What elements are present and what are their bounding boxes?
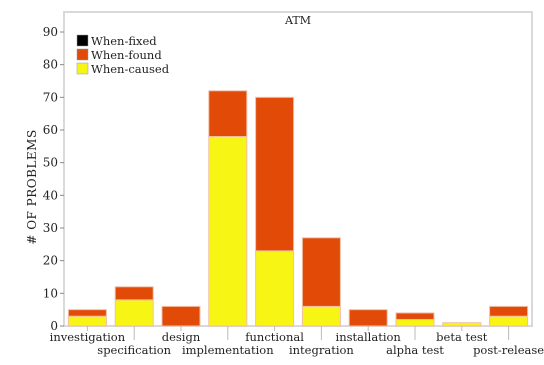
x-tick-label: specification: [97, 343, 171, 357]
bar-segment-when-found: [395, 312, 435, 320]
y-axis-ticks: 0 10 20 30 40 50 60 70 80 90: [43, 25, 64, 333]
y-axis-label: # OF PROBLEMS: [25, 129, 39, 244]
x-tick-label: investigation: [50, 330, 126, 344]
y-tick-label: 90: [43, 25, 58, 39]
legend-swatch: [76, 34, 89, 47]
bar-segment-when-caused: [114, 299, 154, 327]
bar-segment-when-caused: [255, 250, 295, 327]
x-tick-label: beta test: [436, 330, 488, 344]
chart-title: ATM: [284, 14, 311, 27]
bar-segment-when-found: [161, 305, 201, 327]
plot-frame: [63, 11, 533, 327]
legend-label: When-found: [91, 48, 162, 62]
bar-segment-when-found: [67, 309, 107, 317]
x-tick-label: functional: [245, 330, 304, 344]
bar-segment-when-found: [208, 90, 248, 138]
y-tick-label: 30: [43, 221, 58, 235]
y-tick-label: 80: [43, 58, 58, 72]
x-tick-label: implementation: [182, 343, 274, 357]
y-tick-label: 70: [43, 90, 58, 104]
bar-segment-when-found: [301, 237, 341, 307]
x-tick-label: alpha test: [386, 343, 444, 357]
x-tick-label: installation: [336, 330, 402, 344]
x-tick-label: post-release: [473, 343, 544, 357]
legend-label: When-fixed: [91, 34, 157, 48]
bar-segment-when-caused: [442, 322, 482, 327]
bar-segment-when-found: [114, 286, 154, 301]
y-tick-label: 0: [50, 319, 58, 333]
bar-segment-when-found: [348, 309, 388, 327]
x-axis-tick-labels: investigationspecificationdesignimplemen…: [50, 326, 544, 357]
x-tick-label: design: [162, 330, 201, 344]
legend-swatch: [76, 48, 89, 61]
bar-segment-when-caused: [301, 305, 341, 327]
x-tick-label: integration: [289, 343, 354, 357]
y-tick-label: 20: [43, 254, 58, 268]
bar-segment-when-caused: [395, 318, 435, 327]
bar-segment-when-caused: [489, 315, 529, 327]
y-tick-label: 40: [43, 188, 58, 202]
legend-label: When-caused: [91, 62, 170, 76]
y-tick-label: 60: [43, 123, 58, 137]
bar-segment-when-caused: [67, 315, 107, 327]
bar-groups: [67, 90, 529, 327]
bar-segment-when-found: [489, 305, 529, 317]
y-tick-label: 10: [43, 286, 58, 300]
legend-swatch: [76, 62, 89, 75]
bar-segment-when-caused: [208, 136, 248, 327]
y-tick-label: 50: [43, 156, 58, 170]
bar-segment-when-found: [255, 96, 295, 252]
